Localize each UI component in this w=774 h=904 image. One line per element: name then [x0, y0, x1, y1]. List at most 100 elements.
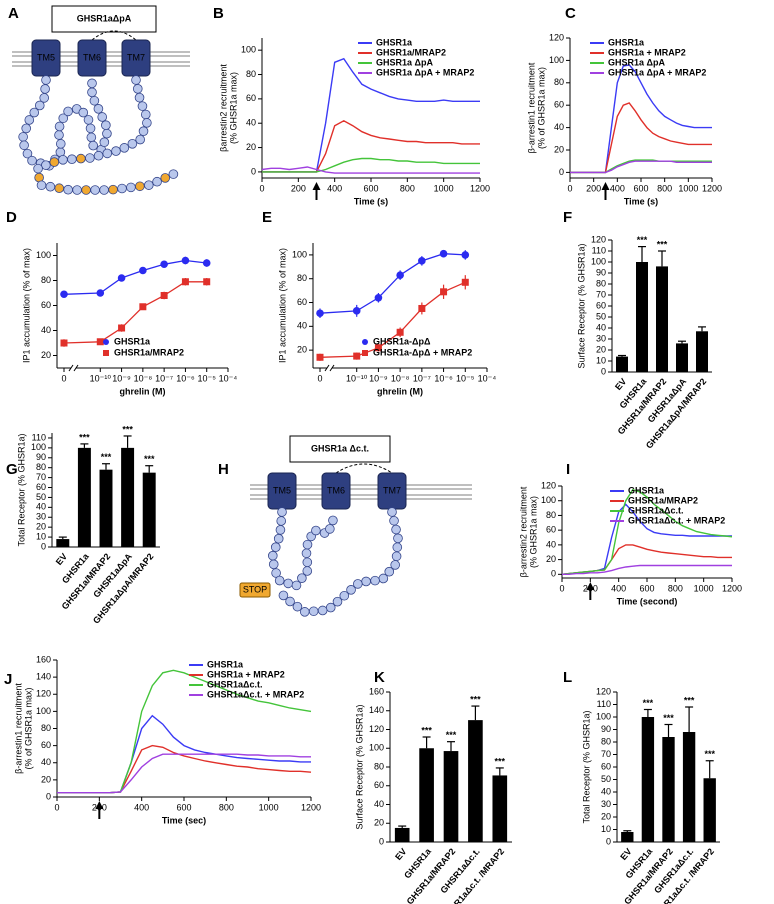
y-tick-label: 160	[36, 654, 51, 664]
y-tick-label: 100	[541, 495, 556, 505]
residue	[49, 157, 60, 167]
residue	[140, 109, 151, 120]
y-tick-label: 60	[41, 740, 51, 750]
significance: ***	[684, 695, 695, 705]
legend-label: GHSR1a ΔpA	[376, 57, 433, 67]
bar	[77, 447, 91, 547]
residue	[311, 525, 321, 536]
y-tick-label: 70	[601, 749, 611, 759]
series-line	[562, 564, 732, 575]
x-tick-label: 400	[134, 802, 149, 812]
y-tick-label: 0	[46, 791, 51, 801]
bar	[99, 469, 113, 547]
x-tick-label: 10⁻⁶	[176, 373, 195, 383]
residue	[55, 139, 66, 149]
x-tick-label: 10⁻⁵	[197, 373, 216, 383]
panel-letter: K	[374, 669, 385, 686]
bar	[621, 832, 634, 842]
significance: ***	[470, 694, 481, 704]
data-point	[160, 292, 168, 299]
residue	[90, 185, 100, 195]
y-tick-label: 110	[592, 245, 606, 255]
legend-label: GHSR1a	[114, 336, 151, 346]
significance: ***	[704, 749, 715, 759]
helix-label: TM7	[383, 485, 401, 495]
y-tick-label: 20	[546, 554, 556, 564]
x-tick-label: 10⁻⁷	[155, 373, 173, 383]
y-tick-label: 80	[41, 723, 51, 733]
series-line	[262, 120, 480, 173]
data-point	[439, 249, 448, 258]
residue	[41, 160, 51, 170]
y-tick-label: 0	[606, 836, 611, 846]
y-axis-label: Total Receptor (% GHSR1a)	[581, 710, 591, 823]
y-tick-label: 40	[554, 122, 564, 132]
residue	[132, 84, 143, 94]
helix	[77, 39, 107, 77]
residue	[18, 132, 28, 142]
residue	[268, 550, 278, 561]
y-tick-label: 50	[36, 492, 46, 502]
residue	[268, 559, 279, 570]
y-tick-label: 20	[36, 522, 46, 532]
bar	[468, 720, 483, 842]
y-axis-label: βarrestin2 recruitment	[218, 64, 228, 152]
helix	[321, 472, 351, 510]
x-axis-label: ghrelin (M)	[120, 386, 166, 396]
y-tick-label: 100	[596, 711, 611, 721]
residue	[111, 146, 121, 156]
residue	[97, 112, 108, 122]
residue	[378, 573, 389, 584]
y-tick-label: 100	[549, 55, 564, 65]
axis-break	[73, 364, 79, 372]
y-tick-label: 110	[32, 432, 46, 442]
residue	[339, 590, 350, 601]
y-tick-label: 40	[374, 799, 384, 809]
residue	[36, 180, 47, 191]
legend-label: GHSR1a + MRAP2	[608, 47, 686, 57]
x-tick-label: 10⁻⁴	[478, 373, 497, 383]
y-axis-label: (% GHSR1a max)	[228, 72, 238, 144]
x-tick-label: 0	[54, 802, 59, 812]
bar	[419, 748, 434, 842]
y-tick-label: 120	[369, 724, 384, 734]
residue	[325, 602, 336, 613]
residue	[117, 183, 127, 194]
residue	[58, 113, 69, 124]
residue	[297, 573, 307, 583]
bar	[636, 262, 648, 372]
legend-label: GHSR1a	[628, 485, 665, 495]
y-tick-label: 80	[36, 462, 46, 472]
residue	[102, 128, 112, 139]
x-tick-label: 10⁻⁷	[413, 373, 431, 383]
panel-letter: H	[218, 461, 229, 478]
residue	[276, 516, 287, 526]
y-axis-label: IP1 accumulation (% of max)	[277, 248, 287, 363]
residue	[81, 185, 91, 195]
receptor-diagram: A GHSR1aΔpA TM5 TM6 TM7	[8, 5, 190, 195]
bar	[656, 266, 668, 372]
x-tick-label: 10⁻⁴	[219, 373, 238, 383]
residue	[361, 576, 371, 587]
y-tick-label: 100	[31, 442, 46, 452]
y-axis-label: (% of GHSR1a max)	[536, 67, 546, 149]
x-tick-label: 600	[633, 183, 648, 193]
bar	[492, 775, 508, 842]
y-tick-label: 100	[36, 706, 51, 716]
x-tick-label: 400	[327, 183, 342, 193]
bar	[142, 472, 156, 547]
y-axis-label: β-arrestin2 recruitment	[518, 486, 528, 577]
residue	[138, 126, 149, 137]
panel-letter: J	[4, 671, 12, 688]
data-point	[203, 278, 211, 286]
residue	[126, 182, 136, 193]
residue	[270, 542, 281, 552]
legend-label: GHSR1a ΔpA + MRAP2	[376, 67, 474, 77]
category-label: EV	[393, 846, 408, 862]
y-tick-label: 110	[597, 699, 611, 709]
y-tick-label: 20	[374, 818, 384, 828]
y-tick-label: 140	[36, 672, 51, 682]
y-tick-label: 80	[374, 761, 384, 771]
data-point	[316, 353, 324, 361]
